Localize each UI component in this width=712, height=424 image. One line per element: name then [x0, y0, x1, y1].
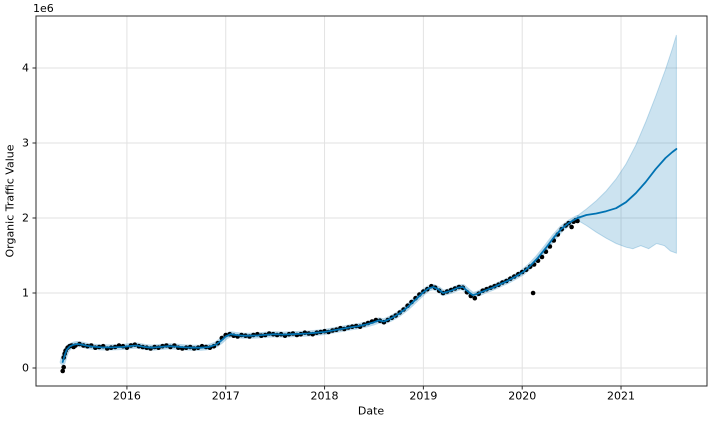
scatter-point [539, 254, 545, 260]
forecast-line [61, 148, 678, 363]
scatter-point [575, 218, 580, 224]
y-axis-label: Organic Traffic Value [3, 144, 17, 258]
x-tick-label: 2019 [409, 390, 437, 403]
history-uncertainty-halo [59, 215, 581, 365]
scatter-point [530, 290, 536, 296]
forecast-uncertainty-band [577, 34, 677, 254]
y-tick-label: 3 [22, 136, 29, 149]
scatter-point [472, 295, 478, 301]
scatter-point [60, 368, 65, 374]
y-tick-label: 0 [22, 361, 29, 374]
x-tick-label: 2018 [311, 390, 339, 403]
x-tick-label: 2021 [607, 390, 635, 403]
scatter-point [61, 364, 66, 370]
y-axis-offset-label: 1e6 [33, 2, 54, 15]
x-axis-label: Date [357, 404, 385, 418]
x-tick-label: 2017 [212, 390, 240, 403]
y-tick-label: 2 [22, 211, 29, 224]
scatter-point [569, 224, 574, 230]
y-tick-label: 4 [22, 61, 29, 74]
x-tick-label: 2020 [508, 390, 536, 403]
y-tick-label: 1 [22, 286, 29, 299]
x-tick-label: 2016 [113, 390, 141, 403]
plot-border [35, 15, 708, 387]
